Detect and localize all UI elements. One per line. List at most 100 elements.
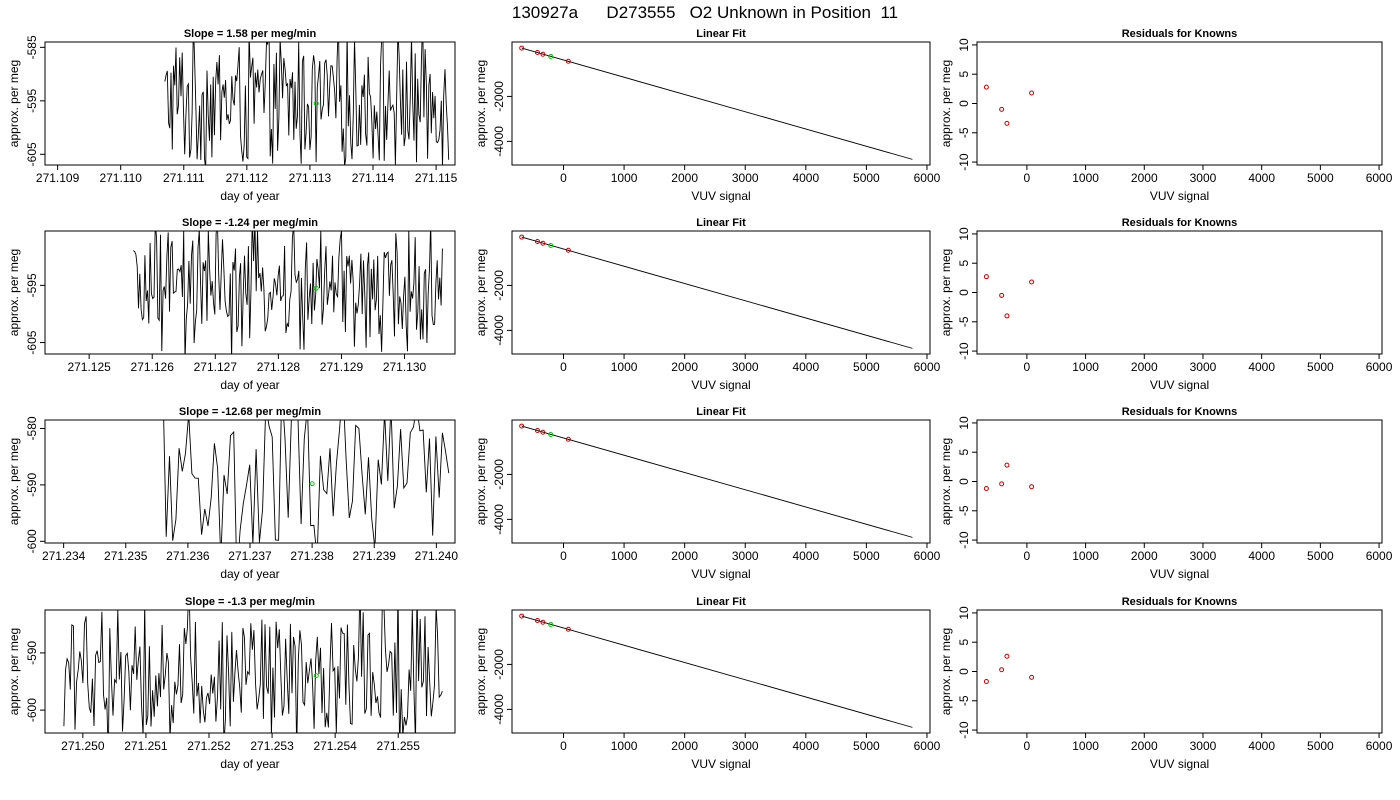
x-tick-label: 4000 (792, 360, 819, 374)
plot-area (164, 42, 450, 165)
x-tick-label: 3000 (1190, 171, 1217, 185)
known-standard-point (519, 234, 525, 240)
known-standard-point (540, 429, 546, 435)
x-tick-label: 271.250 (61, 739, 105, 753)
y-tick-label: 0 (957, 478, 971, 485)
x-tick-label: 3000 (732, 360, 759, 374)
x-tick-label: 5000 (853, 549, 880, 563)
plot-frame (44, 419, 456, 544)
known-standard-point (540, 240, 546, 246)
x-tick-label: 271.235 (104, 549, 148, 563)
signal-trace (63, 610, 443, 733)
signal-trace (163, 420, 450, 543)
plot-area (519, 613, 913, 728)
known-standard-point (534, 427, 540, 433)
x-tick-label: 1000 (1072, 360, 1099, 374)
x-tick-label: 3000 (732, 171, 759, 185)
x-axis-label: VUV signal (1150, 757, 1209, 771)
x-tick-label: 271.128 (257, 360, 301, 374)
x-tick-label: 271.234 (42, 549, 86, 563)
y-tick-label: 10 (957, 416, 971, 430)
panel-residuals-1: Residuals for Knowns 0 1000 2000 3000 4000 500… (939, 28, 1393, 203)
y-tick-label: -2000 (492, 81, 506, 112)
y-axis-label: approx. per meg (474, 60, 488, 147)
known-standard-point (565, 247, 571, 253)
known-standard-point (534, 49, 540, 55)
unknown-sample-point (313, 285, 319, 291)
plot-frame (511, 419, 931, 544)
x-tick-label: 271.251 (124, 739, 168, 753)
panel-residuals-3: Residuals for Knowns 0 1000 2000 3000 4000 500… (939, 406, 1393, 581)
x-tick-label: 2000 (1131, 739, 1158, 753)
y-tick-label: 0 (957, 668, 971, 675)
y-tick-label: -2000 (492, 459, 506, 490)
plot-frame (976, 419, 1383, 544)
plot-area (983, 653, 1035, 684)
y-tick-label: 5 (957, 71, 971, 78)
x-tick-label: 4000 (792, 739, 819, 753)
x-axis-label: day of year (220, 189, 279, 203)
x-tick-label: 271.130 (383, 360, 427, 374)
x-tick-label: 271.114 (352, 171, 395, 185)
unknown-sample-point (548, 432, 554, 438)
x-tick-label: 5000 (853, 171, 880, 185)
panel-title: Linear Fit (696, 217, 746, 229)
x-tick-label: 271.236 (166, 549, 210, 563)
y-tick-label: -5 (957, 505, 971, 516)
x-tick-label: 6000 (1366, 360, 1393, 374)
known-standard-point (534, 238, 540, 244)
y-tick-label: 5 (957, 449, 971, 456)
x-tick-label: 0 (560, 549, 567, 563)
known-standard-point (540, 51, 546, 57)
y-tick-label: 5 (957, 639, 971, 646)
panel-residuals-4: Residuals for Knowns 0 1000 2000 3000 4000 500… (939, 596, 1393, 771)
y-axis-label: approx. per meg (474, 438, 488, 525)
x-tick-label: 1000 (611, 360, 638, 374)
x-tick-label: 271.126 (131, 360, 175, 374)
unknown-sample-point (548, 243, 554, 249)
y-axis-label: approx. per meg (474, 628, 488, 715)
y-tick-label: -2000 (492, 270, 506, 301)
x-tick-label: 6000 (1366, 171, 1393, 185)
y-axis-label: approx. per meg (939, 438, 953, 525)
page-title: 130927a D273555 O2 Unknown in Position 1… (512, 3, 898, 22)
plot-area (983, 84, 1035, 126)
panel-title: Residuals for Knowns (1122, 28, 1238, 40)
panel-title: Residuals for Knowns (1122, 406, 1238, 418)
x-tick-label: 6000 (914, 360, 941, 374)
known-standard-point (565, 436, 571, 442)
x-tick-label: 271.112 (226, 171, 269, 185)
residual-point (999, 106, 1005, 112)
x-tick-label: 6000 (1366, 739, 1393, 753)
x-axis-label: VUV signal (691, 189, 750, 203)
x-tick-label: 271.254 (313, 739, 357, 753)
panel-title: Linear Fit (696, 596, 746, 608)
plot-frame (44, 609, 456, 734)
x-tick-label: 0 (1024, 739, 1031, 753)
x-tick-label: 1000 (611, 549, 638, 563)
known-standard-point (565, 58, 571, 64)
x-tick-label: 6000 (914, 171, 941, 185)
x-tick-label: 1000 (1072, 549, 1099, 563)
x-axis-label: VUV signal (1150, 378, 1209, 392)
y-tick-label: 10 (957, 38, 971, 52)
y-tick-label: 10 (957, 227, 971, 241)
x-axis-label: day of year (220, 757, 279, 771)
residual-point (1029, 674, 1035, 680)
fit-line (521, 425, 913, 538)
unknown-sample-point (548, 54, 554, 60)
x-tick-label: 4000 (792, 549, 819, 563)
panel-timeseries-3: Slope = -12.68 per meg/min 271.234 271.235… (7, 406, 458, 581)
x-axis-label: VUV signal (1150, 567, 1209, 581)
residual-point (1004, 120, 1010, 126)
x-tick-label: 3000 (732, 739, 759, 753)
fit-line (521, 615, 913, 728)
y-tick-label: -4000 (492, 694, 506, 725)
x-tick-label: 3000 (1190, 360, 1217, 374)
x-tick-label: 271.238 (290, 549, 334, 563)
x-tick-label: 271.115 (415, 171, 458, 185)
x-tick-label: 5000 (1307, 739, 1334, 753)
x-tick-label: 5000 (853, 739, 880, 753)
x-tick-label: 271.255 (377, 739, 421, 753)
